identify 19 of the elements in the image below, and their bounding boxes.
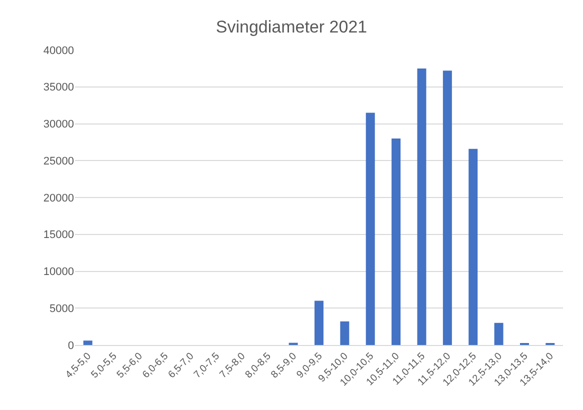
bar — [442, 70, 452, 345]
y-tick-label: 20000 — [43, 192, 74, 204]
bar — [417, 68, 426, 345]
bar — [392, 138, 401, 345]
chart-title: Svingdiameter 2021 — [216, 17, 368, 36]
bar — [340, 321, 350, 345]
y-tick-label: 0 — [68, 340, 74, 352]
bar — [366, 112, 375, 345]
y-tick-label: 30000 — [43, 118, 74, 131]
bar — [83, 340, 92, 345]
y-tick-label: 35000 — [43, 82, 74, 94]
y-tick-label: 5000 — [50, 302, 74, 315]
y-tick-label: 40000 — [43, 44, 74, 57]
bar — [468, 148, 478, 345]
y-tick-label: 15000 — [43, 229, 74, 242]
y-tick-label: 10000 — [43, 266, 74, 278]
bar — [494, 322, 504, 345]
bar — [314, 300, 324, 345]
y-tick-label: 25000 — [43, 155, 74, 168]
